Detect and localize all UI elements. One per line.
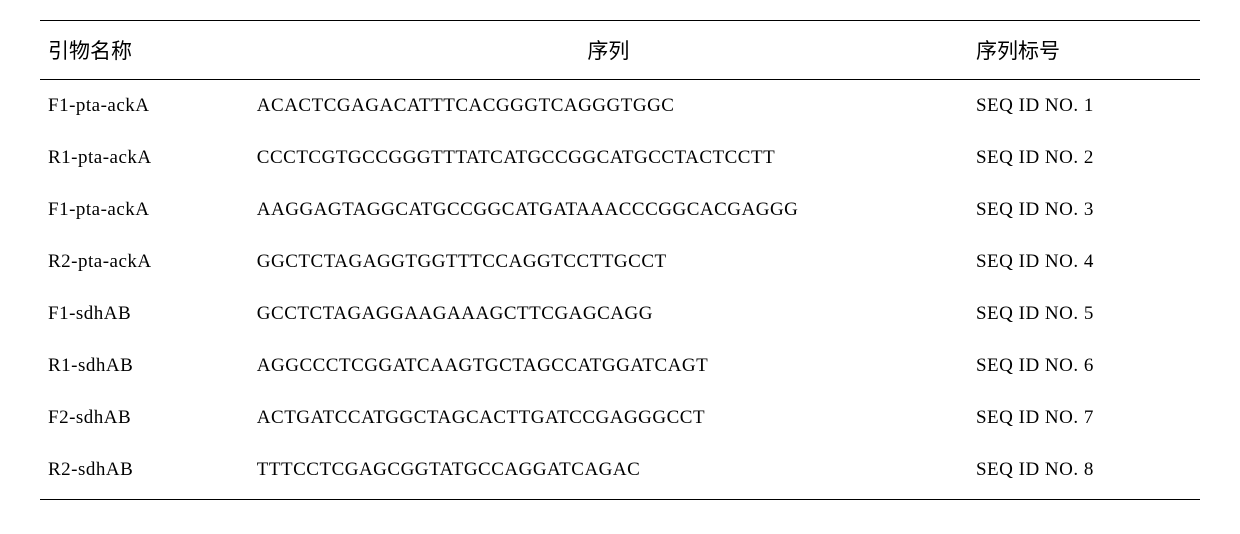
- cell-seq: ACTGATCCATGGCTAGCACTTGATCCGAGGGCCT: [249, 392, 968, 444]
- table-row: R1-sdhAB AGGCCCTCGGATCAAGTGCTAGCCATGGATC…: [40, 340, 1200, 392]
- table-row: R2-sdhAB TTTCCTCGAGCGGTATGCCAGGATCAGAC S…: [40, 444, 1200, 500]
- table-row: R1-pta-ackA CCCTCGTGCCGGGTTTATCATGCCGGCA…: [40, 132, 1200, 184]
- cell-id: SEQ ID NO. 7: [968, 392, 1200, 444]
- table-row: F1-sdhAB GCCTCTAGAGGAAGAAAGCTTCGAGCAGG S…: [40, 288, 1200, 340]
- cell-name: F1-pta-ackA: [40, 184, 249, 236]
- cell-id: SEQ ID NO. 5: [968, 288, 1200, 340]
- cell-name: R2-sdhAB: [40, 444, 249, 500]
- cell-seq: GCCTCTAGAGGAAGAAAGCTTCGAGCAGG: [249, 288, 968, 340]
- cell-seq: AAGGAGTAGGCATGCCGGCATGATAAACCCGGCACGAGGG: [249, 184, 968, 236]
- primer-table: 引物名称 序列 序列标号 F1-pta-ackA ACACTCGAGACATTT…: [40, 20, 1200, 500]
- cell-name: R1-sdhAB: [40, 340, 249, 392]
- cell-id: SEQ ID NO. 8: [968, 444, 1200, 500]
- cell-name: F2-sdhAB: [40, 392, 249, 444]
- col-header-name: 引物名称: [40, 21, 249, 80]
- col-header-id: 序列标号: [968, 21, 1200, 80]
- cell-id: SEQ ID NO. 6: [968, 340, 1200, 392]
- col-header-seq: 序列: [249, 21, 968, 80]
- cell-name: R1-pta-ackA: [40, 132, 249, 184]
- cell-name: F1-pta-ackA: [40, 80, 249, 133]
- cell-seq: AGGCCCTCGGATCAAGTGCTAGCCATGGATCAGT: [249, 340, 968, 392]
- cell-seq: TTTCCTCGAGCGGTATGCCAGGATCAGAC: [249, 444, 968, 500]
- cell-seq: ACACTCGAGACATTTCACGGGTCAGGGTGGC: [249, 80, 968, 133]
- table-row: R2-pta-ackA GGCTCTAGAGGTGGTTTCCAGGTCCTTG…: [40, 236, 1200, 288]
- cell-id: SEQ ID NO. 4: [968, 236, 1200, 288]
- table-header-row: 引物名称 序列 序列标号: [40, 21, 1200, 80]
- table-row: F2-sdhAB ACTGATCCATGGCTAGCACTTGATCCGAGGG…: [40, 392, 1200, 444]
- cell-id: SEQ ID NO. 3: [968, 184, 1200, 236]
- cell-id: SEQ ID NO. 2: [968, 132, 1200, 184]
- cell-seq: GGCTCTAGAGGTGGTTTCCAGGTCCTTGCCT: [249, 236, 968, 288]
- table-row: F1-pta-ackA AAGGAGTAGGCATGCCGGCATGATAAAC…: [40, 184, 1200, 236]
- cell-name: R2-pta-ackA: [40, 236, 249, 288]
- cell-id: SEQ ID NO. 1: [968, 80, 1200, 133]
- cell-name: F1-sdhAB: [40, 288, 249, 340]
- table-row: F1-pta-ackA ACACTCGAGACATTTCACGGGTCAGGGT…: [40, 80, 1200, 133]
- cell-seq: CCCTCGTGCCGGGTTTATCATGCCGGCATGCCTACTCCTT: [249, 132, 968, 184]
